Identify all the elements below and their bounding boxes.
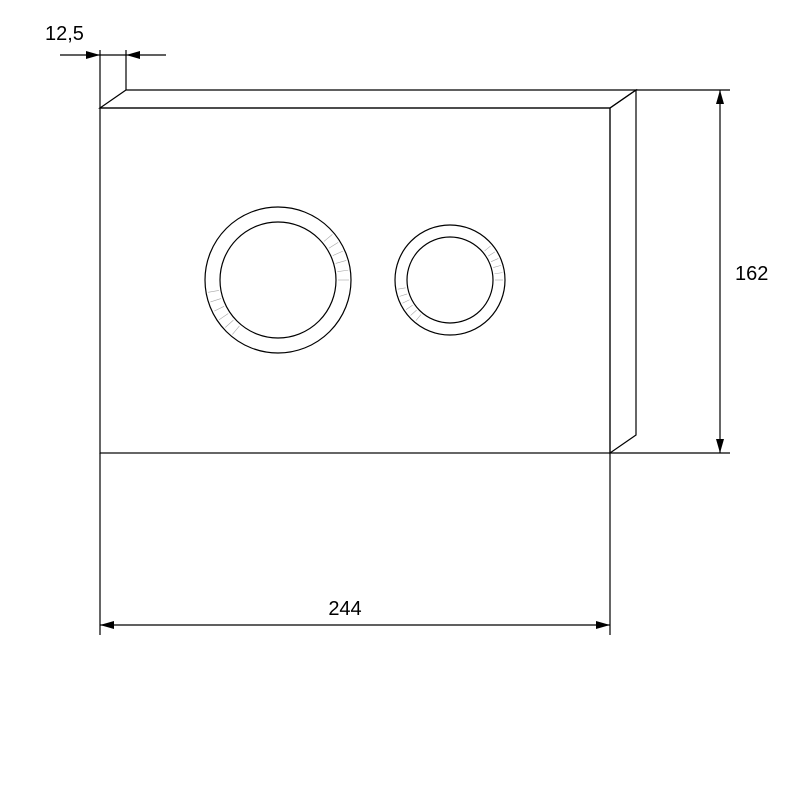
plate-top-face [100,90,636,108]
plate-right-face [610,90,636,453]
dimension-depth-label: 12,5 [45,23,84,45]
plate-front-face [100,108,610,453]
flush-button-small [395,225,505,335]
technical-drawing: 12,5 162 244 [0,0,800,800]
dimension-width-label: 244 [328,598,361,620]
flush-button-large [205,207,351,353]
dimension-height-label: 162 [735,263,768,285]
